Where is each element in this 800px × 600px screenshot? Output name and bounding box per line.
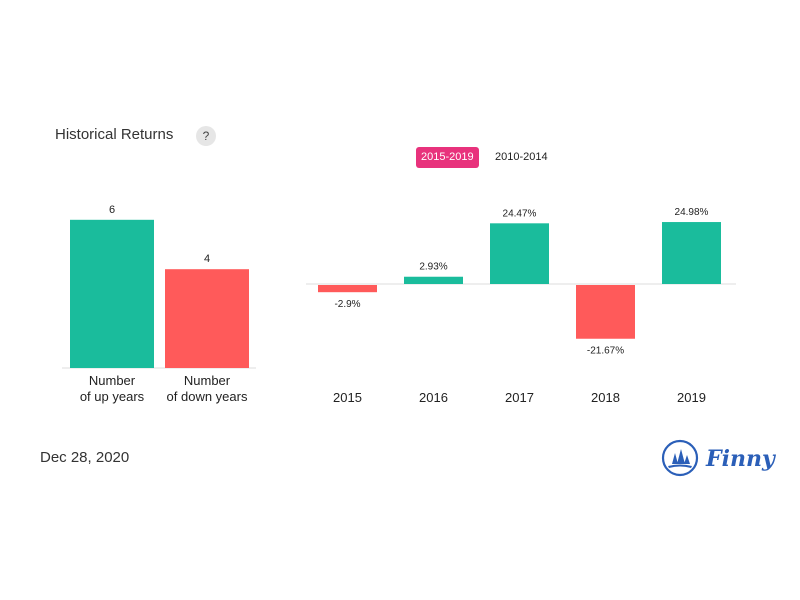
return-value-label: -2.9% [334, 299, 360, 310]
return-value-label: -21.67% [587, 346, 624, 357]
year-tick-label: 2015 [333, 390, 362, 405]
sailboat-icon [661, 439, 699, 477]
count-category-label: Number [184, 373, 231, 388]
year-tick-label: 2018 [591, 390, 620, 405]
return-bar [404, 276, 463, 284]
return-bar [490, 223, 549, 284]
year-tick-label: 2017 [505, 390, 534, 405]
finny-logo: Finny [660, 438, 780, 478]
year-tick-label: 2019 [677, 390, 706, 405]
tab-2010-2014[interactable]: 2010-2014 [495, 151, 548, 163]
chart-title: Historical Returns [55, 126, 174, 143]
help-button[interactable]: ? [196, 126, 216, 146]
return-bar [662, 222, 721, 284]
return-bar [318, 285, 377, 293]
return-bar [576, 285, 635, 339]
up-years-bar [70, 219, 154, 368]
down-years-bar [165, 269, 249, 368]
count-category-label: of down years [167, 389, 248, 404]
count-value-label: 4 [204, 253, 210, 265]
logo-wordmark: Finny [706, 446, 775, 472]
tab-2015-2019[interactable]: 2015-2019 [416, 147, 479, 168]
return-value-label: 24.47% [503, 208, 537, 219]
as-of-date: Dec 28, 2020 [40, 449, 130, 466]
return-value-label: 2.93% [419, 262, 447, 273]
return-value-label: 24.98% [675, 207, 709, 218]
count-value-label: 6 [109, 204, 115, 216]
year-tick-label: 2016 [419, 390, 448, 405]
count-category-label: Number [89, 373, 136, 388]
count-category-label: of up years [80, 389, 145, 404]
